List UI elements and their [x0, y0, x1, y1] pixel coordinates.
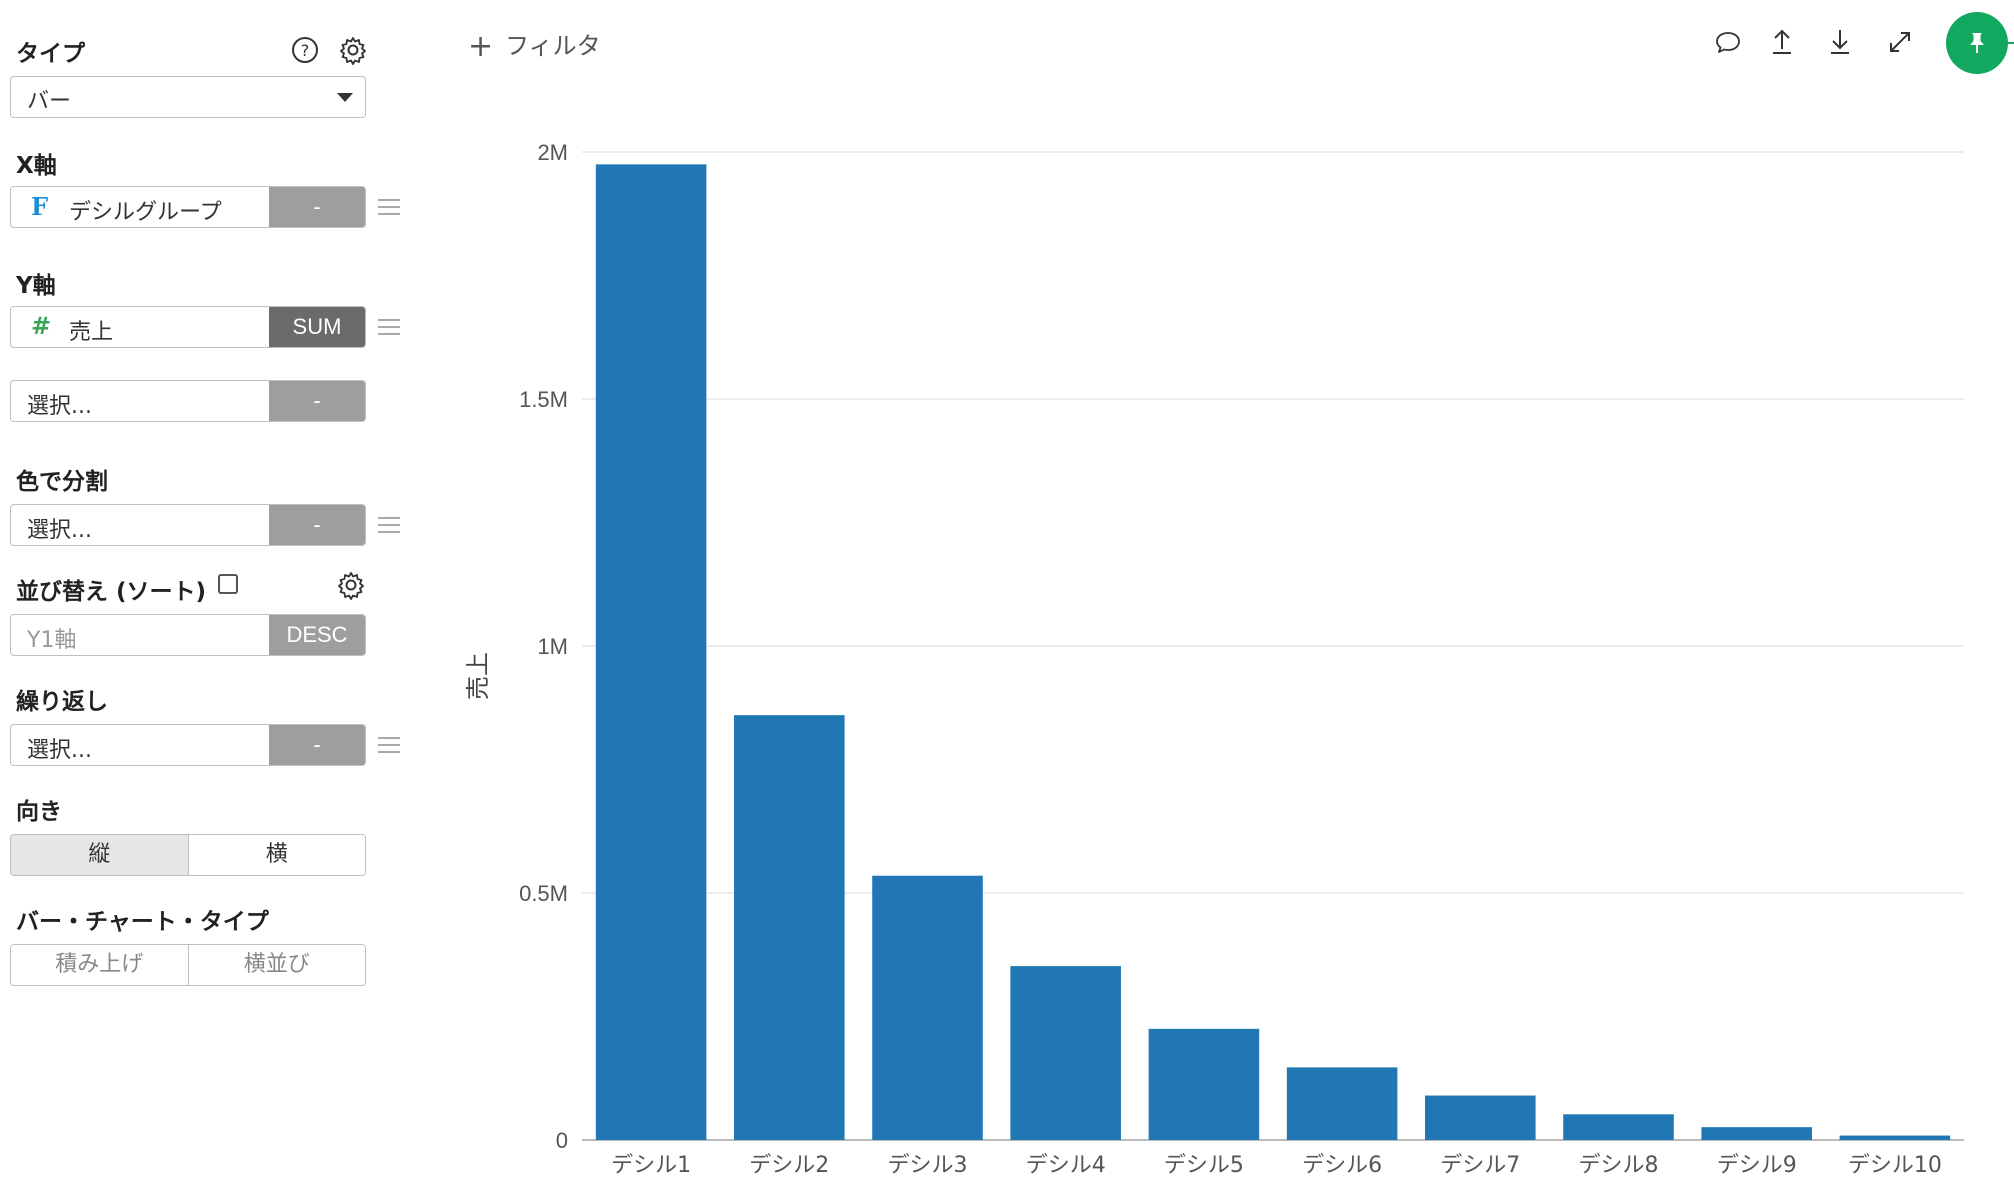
x-tick-label: デシル7	[1440, 1153, 1520, 1178]
svg-text:?: ?	[301, 41, 310, 60]
chart-settings-sidebar: タイプ ? バー X軸 F デシルグループ - Y軸 # 売上 SUM 選択..…	[0, 0, 410, 1194]
expand-icon[interactable]	[1884, 26, 1916, 58]
y-axis-field[interactable]: # 売上 SUM	[10, 306, 366, 348]
x-tick-label: デシル1	[611, 1153, 691, 1178]
x-tick-label: デシル10	[1848, 1153, 1942, 1178]
sort-checkbox[interactable]	[218, 574, 238, 594]
bar-4[interactable]	[1010, 966, 1121, 1140]
color-split-placeholder: 選択...	[27, 518, 92, 543]
orientation-label: 向き	[16, 799, 62, 825]
sort-settings-gear-icon[interactable]	[336, 570, 366, 600]
chart-type-value: バー	[27, 89, 72, 114]
x-axis-field-name: デシルグループ	[69, 200, 222, 225]
repeat-label: 繰り返し	[16, 689, 108, 715]
repeat-aggregation-button[interactable]: -	[269, 725, 365, 765]
factor-type-icon: F	[31, 192, 49, 221]
bar-7[interactable]	[1425, 1095, 1536, 1140]
x-axis-label: X軸	[16, 153, 57, 179]
settings-gear-icon[interactable]	[338, 35, 368, 65]
bar-chart-type-label: バー・チャート・タイプ	[16, 909, 269, 935]
y-axis-menu-icon[interactable]	[378, 319, 400, 335]
y-axis-title: 売上	[464, 652, 492, 700]
y-axis-extra-aggregation-button[interactable]: -	[269, 381, 365, 421]
orientation-vertical-option[interactable]: 縦	[11, 835, 188, 875]
y-axis-field-name: 売上	[69, 320, 114, 345]
bar-chart: 0 0.5M 1M 1.5M 2M デシル1 デシル2 デシル3 デシル4 デシル5 デシル6 デシ…	[464, 140, 1964, 1178]
pin-button[interactable]	[1946, 12, 2008, 74]
orientation-toggle: 縦 横	[10, 834, 366, 876]
y-tick-label: 0	[556, 1128, 568, 1153]
help-icon[interactable]: ?	[290, 35, 320, 65]
bar-5[interactable]	[1148, 1028, 1260, 1140]
upload-icon[interactable]	[1766, 26, 1798, 58]
pin-icon	[1970, 33, 1984, 53]
y-tick-label: 2M	[537, 140, 568, 165]
comment-icon[interactable]	[1712, 26, 1744, 58]
numeric-type-icon: #	[31, 312, 52, 340]
y-tick-label: 1.5M	[519, 387, 568, 412]
color-split-aggregation-button[interactable]: -	[269, 505, 365, 545]
y-tick-label: 0.5M	[519, 881, 568, 906]
y-axis-extra-field-select[interactable]: 選択... -	[10, 380, 366, 422]
add-filter-label: フィルタ	[505, 32, 601, 60]
bar-type-side-by-side-option[interactable]: 横並び	[187, 945, 365, 985]
bar-1[interactable]	[595, 164, 707, 1141]
x-tick-label: デシル5	[1164, 1153, 1244, 1178]
y-tick-label: 1M	[537, 634, 568, 659]
x-tick-label: デシル6	[1302, 1153, 1382, 1178]
x-tick-label: デシル9	[1717, 1153, 1797, 1178]
bar-10[interactable]	[1839, 1135, 1951, 1140]
chart-type-select[interactable]: バー	[10, 76, 366, 118]
y-axis-extra-placeholder: 選択...	[27, 394, 92, 419]
bar-chart-type-toggle: 積み上げ 横並び	[10, 944, 366, 986]
x-tick-label: デシル4	[1026, 1153, 1106, 1178]
bar-6[interactable]	[1286, 1067, 1398, 1140]
x-tick-label: デシル3	[888, 1153, 968, 1178]
type-label: タイプ	[16, 41, 85, 67]
color-split-field-select[interactable]: 選択... -	[10, 504, 366, 546]
bar-3[interactable]	[872, 875, 983, 1140]
sort-field[interactable]: Y1軸 DESC	[10, 614, 366, 656]
bar-8[interactable]	[1563, 1114, 1674, 1140]
x-tick-label: デシル8	[1579, 1153, 1659, 1178]
chevron-down-icon	[337, 93, 353, 102]
sort-label: 並び替え (ソート)	[16, 579, 207, 605]
y-axis-aggregation-button[interactable]: SUM	[269, 307, 365, 347]
repeat-menu-icon[interactable]	[378, 737, 400, 753]
plus-icon: +	[468, 29, 494, 64]
download-icon[interactable]	[1824, 26, 1856, 58]
sort-order-button[interactable]: DESC	[269, 615, 365, 655]
repeat-field-select[interactable]: 選択... -	[10, 724, 366, 766]
add-filter-button[interactable]: + フィルタ	[468, 26, 601, 64]
orientation-horizontal-option[interactable]: 横	[187, 835, 365, 875]
y-axis-label: Y軸	[16, 273, 56, 299]
bar-2[interactable]	[734, 715, 845, 1140]
x-axis-aggregation-button[interactable]: -	[269, 187, 365, 227]
bar-type-stacked-option[interactable]: 積み上げ	[11, 945, 188, 985]
x-tick-label: デシル2	[749, 1153, 829, 1178]
color-split-label: 色で分割	[16, 469, 108, 495]
x-axis-field[interactable]: F デシルグループ -	[10, 186, 366, 228]
repeat-placeholder: 選択...	[27, 738, 92, 763]
pin-indicator	[2000, 42, 2014, 44]
sort-field-name: Y1軸	[27, 628, 77, 653]
bar-9[interactable]	[1701, 1127, 1812, 1140]
x-axis-menu-icon[interactable]	[378, 199, 400, 215]
color-split-menu-icon[interactable]	[378, 517, 400, 533]
